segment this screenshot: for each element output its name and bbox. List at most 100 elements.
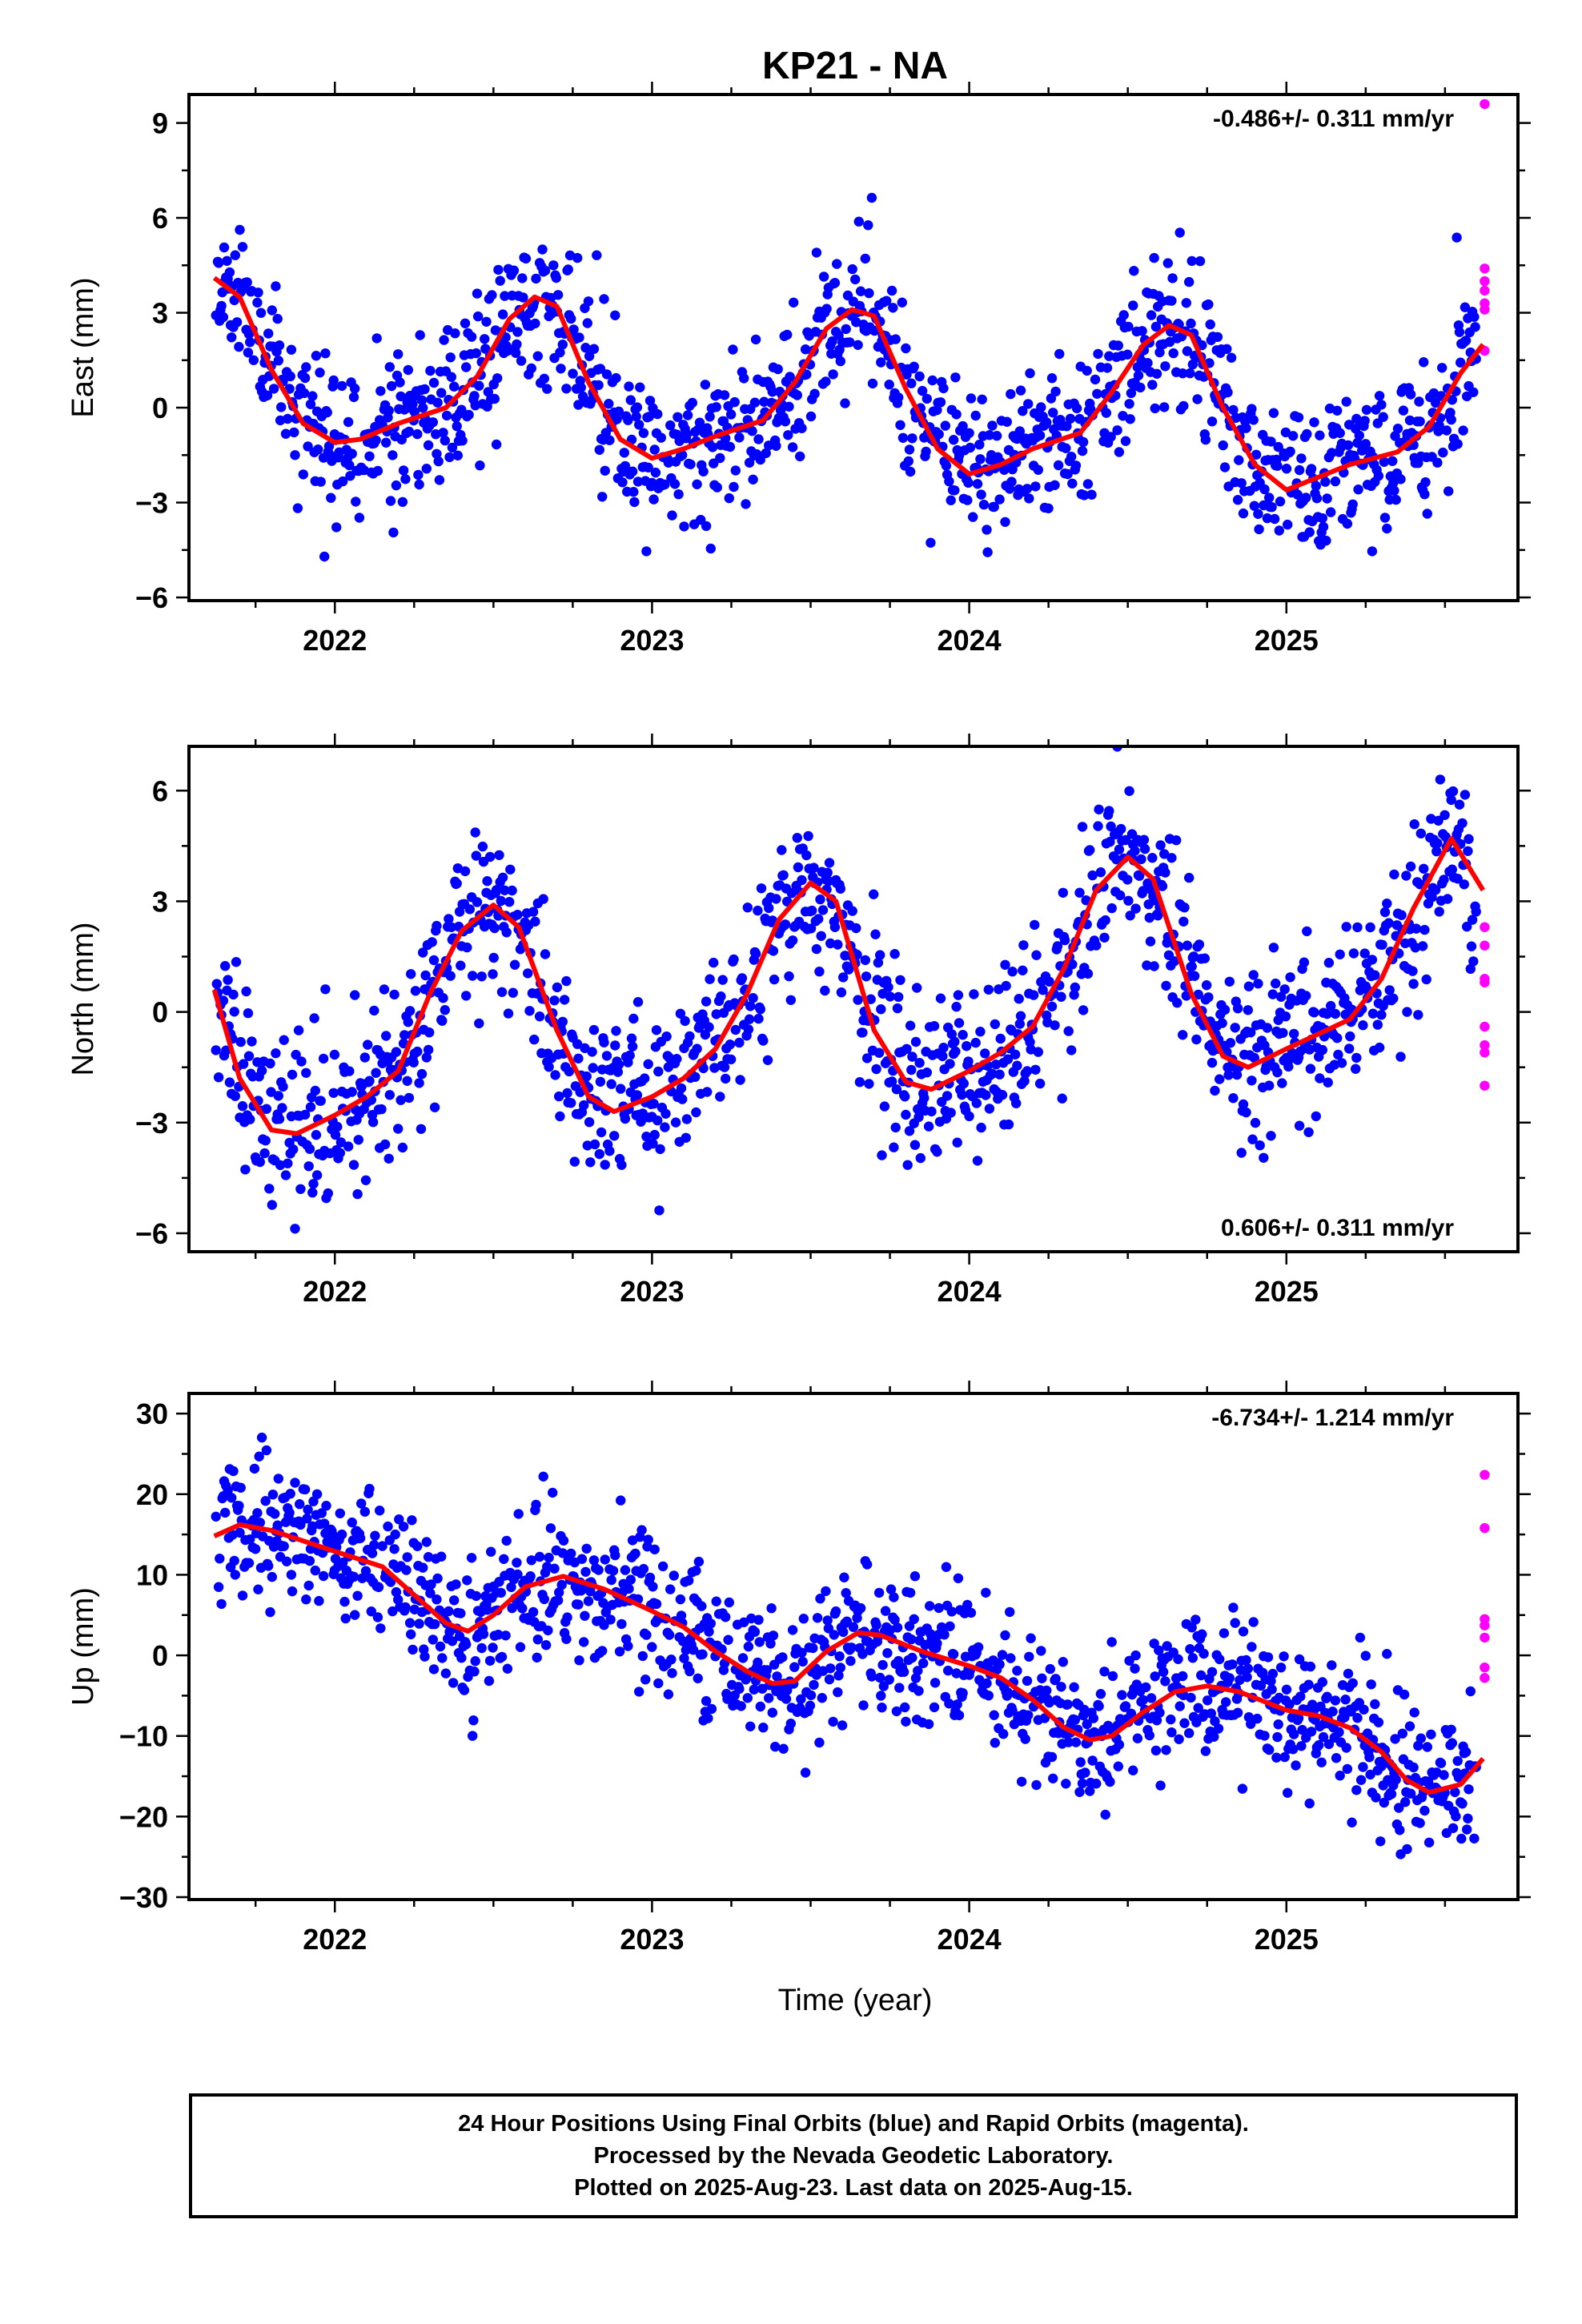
- final-point: [1463, 1813, 1473, 1823]
- final-point: [348, 1160, 359, 1170]
- final-point: [383, 405, 394, 416]
- final-point: [1050, 1674, 1061, 1684]
- final-point: [1267, 989, 1279, 999]
- final-point: [496, 895, 506, 907]
- final-point: [935, 397, 946, 408]
- final-point: [408, 1057, 419, 1068]
- final-point: [511, 348, 521, 358]
- final-point: [1053, 460, 1064, 471]
- final-point: [241, 986, 251, 997]
- final-point: [814, 1737, 825, 1748]
- final-point: [1292, 489, 1303, 500]
- final-point: [263, 328, 274, 339]
- final-point: [437, 1653, 448, 1663]
- final-point: [652, 408, 663, 420]
- final-point: [1238, 1099, 1249, 1110]
- final-point: [925, 1601, 935, 1611]
- final-point: [1210, 1085, 1220, 1096]
- final-point: [242, 277, 252, 287]
- final-point: [1022, 1066, 1033, 1076]
- final-point: [385, 496, 396, 506]
- final-point: [1296, 453, 1307, 464]
- final-point: [280, 428, 291, 439]
- final-point: [290, 450, 300, 460]
- x-tick-label: 2023: [620, 1923, 684, 1956]
- final-point: [1352, 1713, 1363, 1723]
- final-point: [909, 1571, 921, 1582]
- final-point: [531, 1499, 541, 1510]
- final-point: [816, 931, 826, 942]
- final-point: [1452, 439, 1463, 449]
- final-point: [1303, 1679, 1314, 1690]
- final-point: [1031, 1779, 1042, 1791]
- final-point: [256, 1432, 267, 1443]
- final-point: [893, 991, 904, 1003]
- final-point: [363, 1039, 373, 1050]
- final-point: [641, 1630, 652, 1640]
- final-point: [1248, 415, 1259, 425]
- final-point: [1451, 1811, 1461, 1822]
- final-point: [749, 397, 761, 408]
- final-point: [347, 1087, 357, 1097]
- final-point: [611, 372, 621, 384]
- y-tick-label: 3: [152, 885, 168, 918]
- final-point: [475, 460, 485, 471]
- final-point: [1452, 1755, 1463, 1767]
- final-point: [1123, 321, 1134, 332]
- final-point: [304, 1144, 315, 1155]
- final-point: [1302, 926, 1312, 937]
- final-point: [1025, 368, 1035, 379]
- final-point: [1306, 1727, 1317, 1737]
- final-point: [448, 1678, 459, 1688]
- final-point: [950, 485, 960, 496]
- final-point: [1447, 786, 1459, 797]
- final-point: [229, 1555, 239, 1566]
- final-point: [230, 250, 240, 260]
- y-tick-label: 6: [152, 774, 168, 807]
- final-point: [495, 275, 505, 286]
- final-point: [1178, 1030, 1188, 1040]
- final-point: [315, 368, 325, 378]
- final-point: [1112, 425, 1122, 436]
- final-point: [1219, 462, 1231, 472]
- final-point: [223, 975, 233, 985]
- final-point: [1162, 1641, 1172, 1651]
- final-point: [335, 1508, 345, 1519]
- final-point: [518, 292, 528, 303]
- final-point: [952, 1699, 962, 1710]
- final-point: [464, 904, 475, 915]
- final-point: [1093, 348, 1103, 360]
- final-point: [267, 1490, 279, 1500]
- final-point: [1361, 404, 1372, 415]
- final-point: [976, 1122, 986, 1133]
- final-point: [1223, 387, 1233, 398]
- final-point: [691, 1566, 701, 1576]
- final-point: [747, 426, 757, 436]
- final-point: [853, 995, 863, 1005]
- final-point: [750, 948, 761, 959]
- final-point: [360, 1566, 371, 1576]
- final-point: [348, 392, 359, 403]
- final-point: [835, 883, 846, 895]
- final-point: [1252, 1713, 1263, 1724]
- final-point: [1320, 476, 1331, 487]
- final-point: [620, 1565, 631, 1575]
- final-point: [1095, 867, 1106, 878]
- final-point: [1059, 935, 1070, 946]
- final-point: [470, 400, 480, 411]
- final-point: [875, 1672, 885, 1683]
- final-point: [588, 344, 600, 354]
- final-point: [971, 1098, 982, 1108]
- final-point: [1111, 854, 1122, 865]
- final-point: [672, 1054, 682, 1064]
- final-point: [237, 1101, 248, 1112]
- final-point: [809, 862, 819, 873]
- final-point: [1070, 1715, 1081, 1725]
- x-tick-label: 2022: [303, 1923, 367, 1956]
- final-point: [1105, 837, 1115, 847]
- final-point: [512, 339, 522, 350]
- final-point: [1154, 1645, 1164, 1655]
- final-point: [929, 1021, 940, 1031]
- y-tick-label: −6: [135, 1217, 168, 1250]
- final-point: [755, 1701, 765, 1712]
